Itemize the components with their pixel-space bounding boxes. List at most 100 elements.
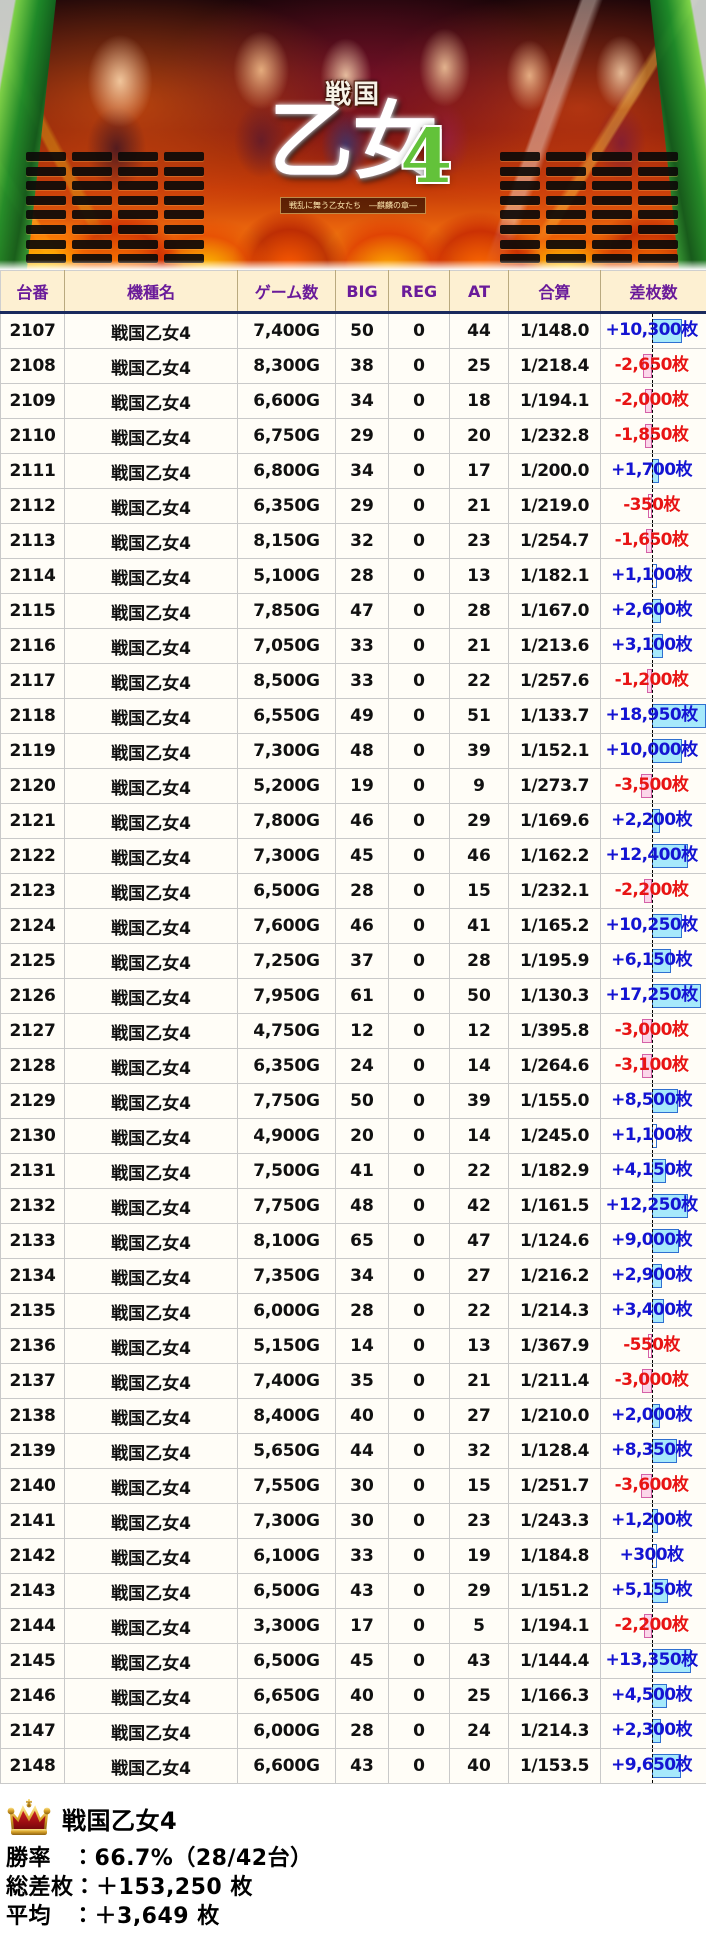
column-header-at[interactable]: AT: [450, 271, 509, 313]
cell-no[interactable]: 2148: [1, 1749, 65, 1784]
column-header-name[interactable]: 機種名: [65, 271, 238, 313]
cell-no[interactable]: 2129: [1, 1084, 65, 1119]
cell-no[interactable]: 2114: [1, 559, 65, 594]
cell-no[interactable]: 2122: [1, 839, 65, 874]
cell-no[interactable]: 2126: [1, 979, 65, 1014]
diff-value-label: +8,500枚: [601, 1084, 706, 1116]
cell-no[interactable]: 2132: [1, 1189, 65, 1224]
cell-reg: 0: [389, 1014, 450, 1049]
cell-no[interactable]: 2130: [1, 1119, 65, 1154]
cell-no[interactable]: 2107: [1, 313, 65, 349]
cell-no[interactable]: 2124: [1, 909, 65, 944]
cell-no[interactable]: 2138: [1, 1399, 65, 1434]
cell-diff: -1,850枚: [601, 419, 706, 454]
cell-no[interactable]: 2135: [1, 1294, 65, 1329]
column-header-game[interactable]: ゲーム数: [238, 271, 336, 313]
cell-no[interactable]: 2127: [1, 1014, 65, 1049]
cell-no[interactable]: 2109: [1, 384, 65, 419]
cell-no[interactable]: 2136: [1, 1329, 65, 1364]
cell-no[interactable]: 2110: [1, 419, 65, 454]
cell-no[interactable]: 2131: [1, 1154, 65, 1189]
cell-no[interactable]: 2134: [1, 1259, 65, 1294]
cell-no[interactable]: 2144: [1, 1609, 65, 1644]
cell-diff: -3,100枚: [601, 1049, 706, 1084]
cell-no[interactable]: 2142: [1, 1539, 65, 1574]
cell-no[interactable]: 2146: [1, 1679, 65, 1714]
column-header-diff[interactable]: 差枚数: [601, 271, 706, 313]
cell-no[interactable]: 2145: [1, 1644, 65, 1679]
summary-line: 総差枚：＋153,250 枚: [6, 1873, 706, 1902]
cell-no[interactable]: 2113: [1, 524, 65, 559]
cell-no[interactable]: 2116: [1, 629, 65, 664]
cell-no[interactable]: 2108: [1, 349, 65, 384]
cell-no[interactable]: 2117: [1, 664, 65, 699]
cell-no[interactable]: 2123: [1, 874, 65, 909]
cell-no[interactable]: 2119: [1, 734, 65, 769]
cell-no[interactable]: 2120: [1, 769, 65, 804]
cell-no[interactable]: 2143: [1, 1574, 65, 1609]
column-header-no[interactable]: 台番: [1, 271, 65, 313]
cell-no[interactable]: 2125: [1, 944, 65, 979]
cell-big: 46: [336, 909, 389, 944]
cell-no[interactable]: 2139: [1, 1434, 65, 1469]
cell-no[interactable]: 2140: [1, 1469, 65, 1504]
cell-at: 15: [450, 1469, 509, 1504]
cell-no[interactable]: 2141: [1, 1504, 65, 1539]
cell-no[interactable]: 2147: [1, 1714, 65, 1749]
cell-no[interactable]: 2128: [1, 1049, 65, 1084]
cell-no[interactable]: 2133: [1, 1224, 65, 1259]
diff-bar-chart: +10,250枚: [601, 909, 706, 943]
column-header-reg[interactable]: REG: [389, 271, 450, 313]
cell-no[interactable]: 2111: [1, 454, 65, 489]
column-header-sum[interactable]: 合算: [509, 271, 601, 313]
cell-no[interactable]: 2137: [1, 1364, 65, 1399]
cell-no[interactable]: 2112: [1, 489, 65, 524]
column-header-big[interactable]: BIG: [336, 271, 389, 313]
cell-no[interactable]: 2121: [1, 804, 65, 839]
cell-no[interactable]: 2115: [1, 594, 65, 629]
cell-no[interactable]: 2118: [1, 699, 65, 734]
